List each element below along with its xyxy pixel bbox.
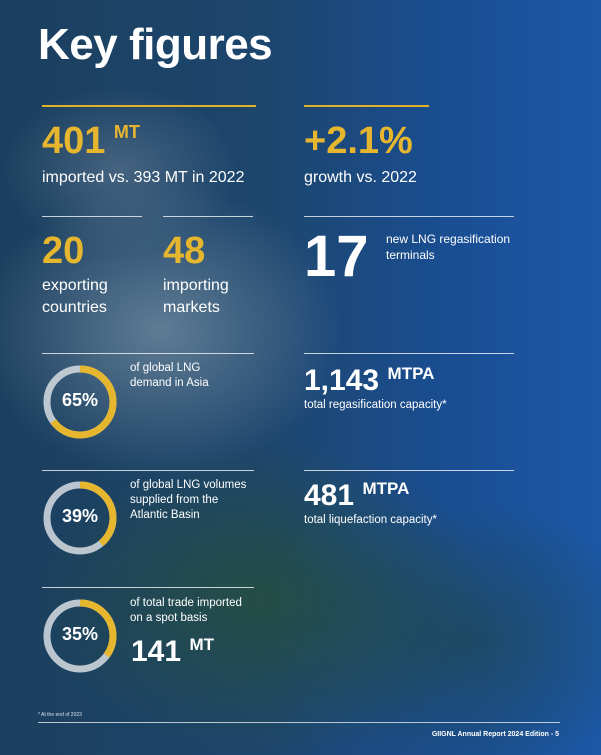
- exporting-line2: countries: [42, 299, 107, 316]
- divider-regas: [304, 353, 514, 354]
- footnote: * At the end of 2023: [38, 712, 82, 718]
- regas-value: 1,143: [304, 364, 380, 397]
- terminals-line2: terminals: [386, 248, 435, 262]
- importing-line2: markets: [163, 299, 220, 316]
- spot-value: 141: [131, 635, 182, 668]
- imports-desc: imported vs. 393 MT in 2022: [42, 169, 245, 186]
- ring-desc-line2: on a spot basis: [130, 612, 208, 624]
- ring-chart-asia: [43, 365, 117, 439]
- ring-desc-asia: of global LNG demand in Asia: [130, 361, 209, 391]
- imports-unit: MT: [113, 122, 140, 142]
- ring-desc-line1: of global LNG: [130, 362, 201, 374]
- ring-progress: [43, 365, 117, 439]
- terminals-value: 17: [304, 224, 369, 289]
- ring-desc-line2: supplied from the: [130, 494, 219, 506]
- divider-ring-1: [42, 353, 254, 354]
- divider-importing: [163, 216, 253, 217]
- divider-exporting: [42, 216, 142, 217]
- ring-desc-line1: of global LNG volumes: [130, 479, 247, 491]
- importing-label: importing markets: [163, 275, 229, 319]
- divider-liquefaction: [304, 470, 514, 471]
- ring-progress: [43, 481, 117, 555]
- page-title: Key figures: [38, 20, 273, 69]
- regas-unit: MTPA: [387, 364, 435, 383]
- divider-imports: [42, 105, 256, 107]
- exporting-label: exporting countries: [42, 275, 108, 319]
- ring-desc-line2: demand in Asia: [130, 377, 209, 389]
- imports-figure: 401 MT: [42, 122, 140, 160]
- ring-desc-line3: Atlantic Basin: [130, 509, 200, 521]
- ring-desc-spot: of total trade imported on a spot basis: [130, 596, 242, 626]
- regas-figure: 1,143 MTPA: [304, 364, 434, 398]
- ring-percent-spot: 35%: [61, 624, 99, 644]
- importing-line1: importing: [163, 277, 229, 294]
- liquefaction-value: 481: [304, 479, 355, 512]
- liquefaction-figure: 481 MTPA: [304, 479, 409, 513]
- divider-terminals: [304, 216, 514, 217]
- divider-ring-3: [42, 587, 254, 588]
- exporting-line1: exporting: [42, 277, 108, 294]
- growth-desc: growth vs. 2022: [304, 169, 417, 186]
- footer-divider: [38, 722, 560, 723]
- ring-chart-atlantic: [43, 481, 117, 555]
- growth-value: +2.1%: [304, 120, 413, 162]
- ring-desc-line1: of total trade imported: [130, 597, 242, 609]
- divider-ring-2: [42, 470, 254, 471]
- ring-desc-atlantic: of global LNG volumes supplied from the …: [130, 478, 246, 523]
- footer-text: GIIGNL Annual Report 2024 Edition - 5: [431, 731, 559, 738]
- liquefaction-unit: MTPA: [362, 479, 410, 498]
- liquefaction-desc: total liquefaction capacity*: [304, 514, 437, 526]
- exporting-value: 20: [42, 230, 85, 272]
- imports-value: 401: [42, 120, 106, 162]
- divider-growth: [304, 105, 429, 107]
- ring-progress: [43, 599, 117, 673]
- regas-desc: total regasification capacity*: [304, 399, 447, 411]
- ring-percent-atlantic: 39%: [61, 506, 99, 526]
- importing-value: 48: [163, 230, 206, 272]
- spot-figure: 141 MT: [131, 635, 214, 669]
- terminals-line1: new LNG regasification: [386, 232, 511, 246]
- ring-percent-asia: 65%: [61, 390, 99, 410]
- spot-unit: MT: [189, 635, 215, 654]
- ring-chart-spot: [43, 599, 117, 673]
- terminals-label: new LNG regasification terminals: [386, 231, 510, 263]
